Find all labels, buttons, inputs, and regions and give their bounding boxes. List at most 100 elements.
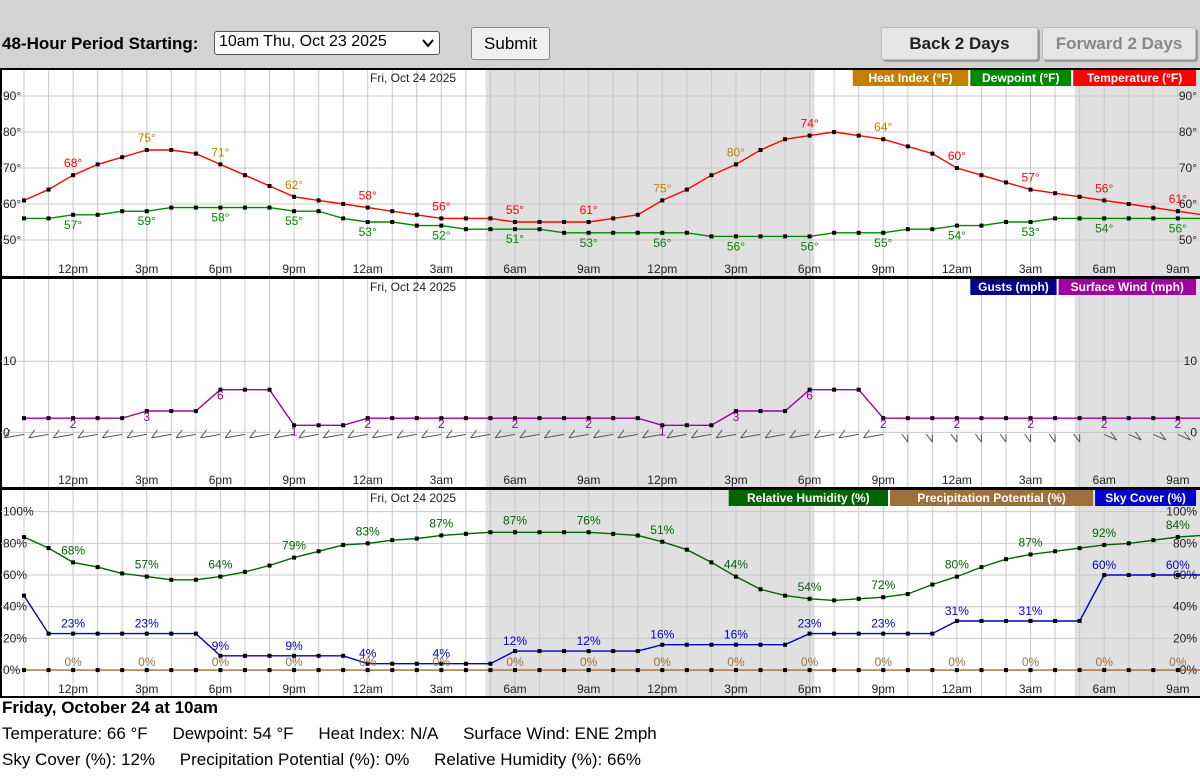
data-label-relative_humidity: 92% (1092, 526, 1116, 540)
wind-barb-flag (1024, 433, 1031, 443)
data-point-surface_wind (169, 409, 174, 414)
wind-barb-flag (1159, 431, 1167, 441)
wind-barb-flag (372, 429, 379, 439)
data-point-sky_cover (611, 649, 616, 654)
data-point-temperature (979, 173, 984, 178)
data-point-sky_cover (1028, 618, 1033, 623)
data-label-sky_cover: 23% (798, 617, 822, 631)
wind-barb-flag (1048, 433, 1056, 443)
data-point-dewpoint (783, 234, 788, 239)
data-point-sky_cover (95, 631, 100, 636)
x-tick-label: 9pm (282, 682, 305, 696)
data-label-dewpoint: 56° (727, 239, 745, 253)
legend-entry: Dewpoint (°F) (982, 71, 1059, 85)
data-point-precip_potential (169, 668, 174, 673)
x-tick-label: 9pm (872, 262, 895, 276)
data-point-sky_cover (930, 631, 935, 636)
data-point-temperature (783, 137, 788, 142)
wind-barb (175, 433, 196, 439)
data-point-precip_potential (390, 668, 395, 673)
data-point-temperature (586, 220, 591, 224)
data-point-relative_humidity (1053, 549, 1058, 554)
legend-swatch (1095, 490, 1196, 506)
x-tick-label: 6am (1093, 682, 1116, 696)
data-point-sky_cover (414, 661, 419, 666)
data-label-dewpoint: 56° (801, 239, 819, 253)
wind-barb-flag (494, 429, 502, 439)
legend-entry: Gusts (mph) (978, 280, 1049, 294)
data-point-sky_cover (783, 642, 788, 647)
forecast-charts: 50° 50° 60° 60° 70° 70° 80° 80° 90° 90° 12pm 3pm 6pm… (0, 68, 1200, 698)
back-2-days-button[interactable]: Back 2 Days (881, 27, 1038, 60)
data-point-dewpoint (365, 220, 370, 224)
data-point-precip_potential (292, 668, 297, 673)
data-point-dewpoint (120, 209, 125, 214)
legend-swatch (970, 279, 1057, 295)
data-point-relative_humidity (365, 541, 370, 546)
data-point-surface_wind (783, 409, 788, 414)
forward-2-days-button[interactable]: Forward 2 Days (1042, 27, 1196, 60)
x-tick-label: 3am (430, 682, 453, 696)
data-point-sky_cover (1175, 573, 1180, 578)
data-point-dewpoint (954, 223, 959, 228)
data-label-surface_wind: 2 (1175, 417, 1182, 431)
data-point-relative_humidity (905, 592, 910, 597)
data-point-relative_humidity (635, 533, 640, 538)
data-point-relative_humidity (341, 542, 346, 547)
x-tick-label: 6pm (798, 262, 821, 276)
legend-swatch (728, 490, 888, 506)
data-point-surface_wind (930, 416, 935, 421)
data-point-precip_potential (242, 668, 247, 673)
data-point-surface_wind (22, 416, 26, 421)
x-tick-label: 3pm (724, 682, 747, 696)
data-point-relative_humidity (758, 587, 763, 592)
summary-heat-index: Heat Index: N/A (318, 724, 439, 743)
data-label-temperature: 57° (1021, 171, 1039, 185)
data-point-temperature (1102, 198, 1107, 203)
chart-panel-1: 50° 50° 60° 60° 70° 70° 80° 80° 90° 90° 12pm 3pm 6pm… (0, 68, 1200, 278)
submit-button[interactable]: Submit (471, 27, 550, 60)
data-point-sky_cover (513, 649, 517, 654)
data-point-surface_wind (1126, 416, 1131, 421)
data-point-dewpoint (193, 205, 198, 210)
data-point-surface_wind (832, 387, 837, 392)
data-point-relative_humidity (316, 549, 321, 554)
night-shade (1074, 70, 1200, 276)
summary-line-1: Temperature: 66 °F Dewpoint: 54 °F Heat … (2, 724, 677, 744)
x-tick-label: 3pm (724, 262, 747, 276)
data-point-sky_cover (22, 593, 26, 598)
data-label-sky_cover: 9% (285, 639, 303, 653)
data-point-dewpoint (292, 209, 297, 214)
data-point-sky_cover (169, 631, 174, 636)
wind-barb (298, 433, 319, 439)
control-bar: 48-Hour Period Starting: 10am Thu, Oct 2… (0, 0, 1200, 68)
data-label-precip_potential: 0% (506, 655, 524, 669)
period-label: 48-Hour Period Starting: (2, 34, 199, 53)
data-point-precip_potential (463, 668, 468, 673)
data-point-relative_humidity (1126, 541, 1131, 546)
data-point-sky_cover (292, 653, 297, 658)
data-point-precip_potential (954, 668, 959, 673)
period-select[interactable]: 10am Thu, Oct 23 2025 (214, 31, 440, 55)
data-point-temperature (341, 202, 346, 206)
data-label-temperature: 60° (948, 149, 966, 163)
wind-barb-flag (543, 429, 551, 439)
data-point-temperature (684, 187, 689, 192)
data-point-dewpoint (856, 230, 861, 235)
data-point-relative_humidity (292, 555, 297, 560)
data-point-precip_potential (513, 668, 517, 673)
data-point-sky_cover (463, 661, 468, 666)
wind-barb (396, 433, 417, 439)
data-point-surface_wind (905, 416, 910, 421)
data-point-dewpoint (1175, 216, 1180, 221)
data-point-precip_potential (979, 668, 984, 673)
wind-barb-flag (421, 429, 428, 439)
wind-barb (568, 433, 589, 439)
data-point-sky_cover (832, 631, 837, 636)
data-point-temperature (390, 209, 395, 214)
data-point-relative_humidity (783, 593, 788, 598)
data-point-sky_cover (709, 642, 714, 647)
wind-barb (151, 433, 172, 439)
data-label-sky_cover: 12% (577, 634, 601, 648)
data-point-precip_potential (758, 668, 763, 673)
